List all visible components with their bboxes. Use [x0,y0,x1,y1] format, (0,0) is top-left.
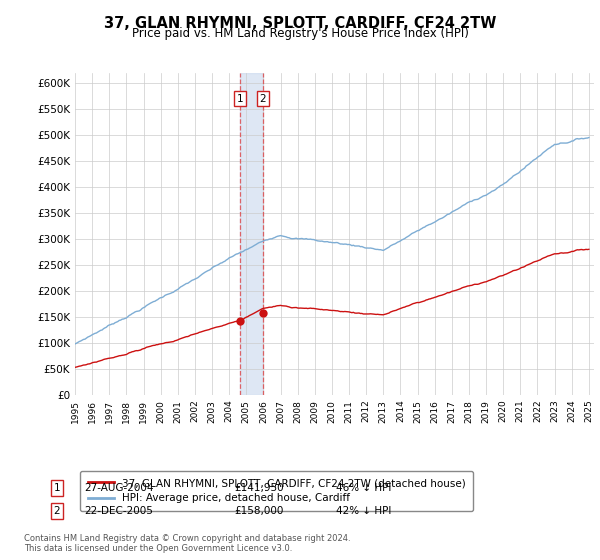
Text: 1: 1 [237,94,244,104]
Text: 1: 1 [53,483,61,493]
Text: 27-AUG-2004: 27-AUG-2004 [84,483,154,493]
Text: 2: 2 [260,94,266,104]
Text: 42% ↓ HPI: 42% ↓ HPI [336,506,391,516]
Text: £158,000: £158,000 [234,506,283,516]
Legend: 37, GLAN RHYMNI, SPLOTT, CARDIFF, CF24 2TW (detached house), HPI: Average price,: 37, GLAN RHYMNI, SPLOTT, CARDIFF, CF24 2… [80,471,473,511]
Text: 37, GLAN RHYMNI, SPLOTT, CARDIFF, CF24 2TW: 37, GLAN RHYMNI, SPLOTT, CARDIFF, CF24 2… [104,16,496,31]
Text: 22-DEC-2005: 22-DEC-2005 [84,506,153,516]
Text: 46% ↓ HPI: 46% ↓ HPI [336,483,391,493]
Text: £141,950: £141,950 [234,483,284,493]
Text: 2: 2 [53,506,61,516]
Bar [240,73,263,395]
Text: Price paid vs. HM Land Registry's House Price Index (HPI): Price paid vs. HM Land Registry's House … [131,27,469,40]
Text: Contains HM Land Registry data © Crown copyright and database right 2024.
This d: Contains HM Land Registry data © Crown c… [24,534,350,553]
